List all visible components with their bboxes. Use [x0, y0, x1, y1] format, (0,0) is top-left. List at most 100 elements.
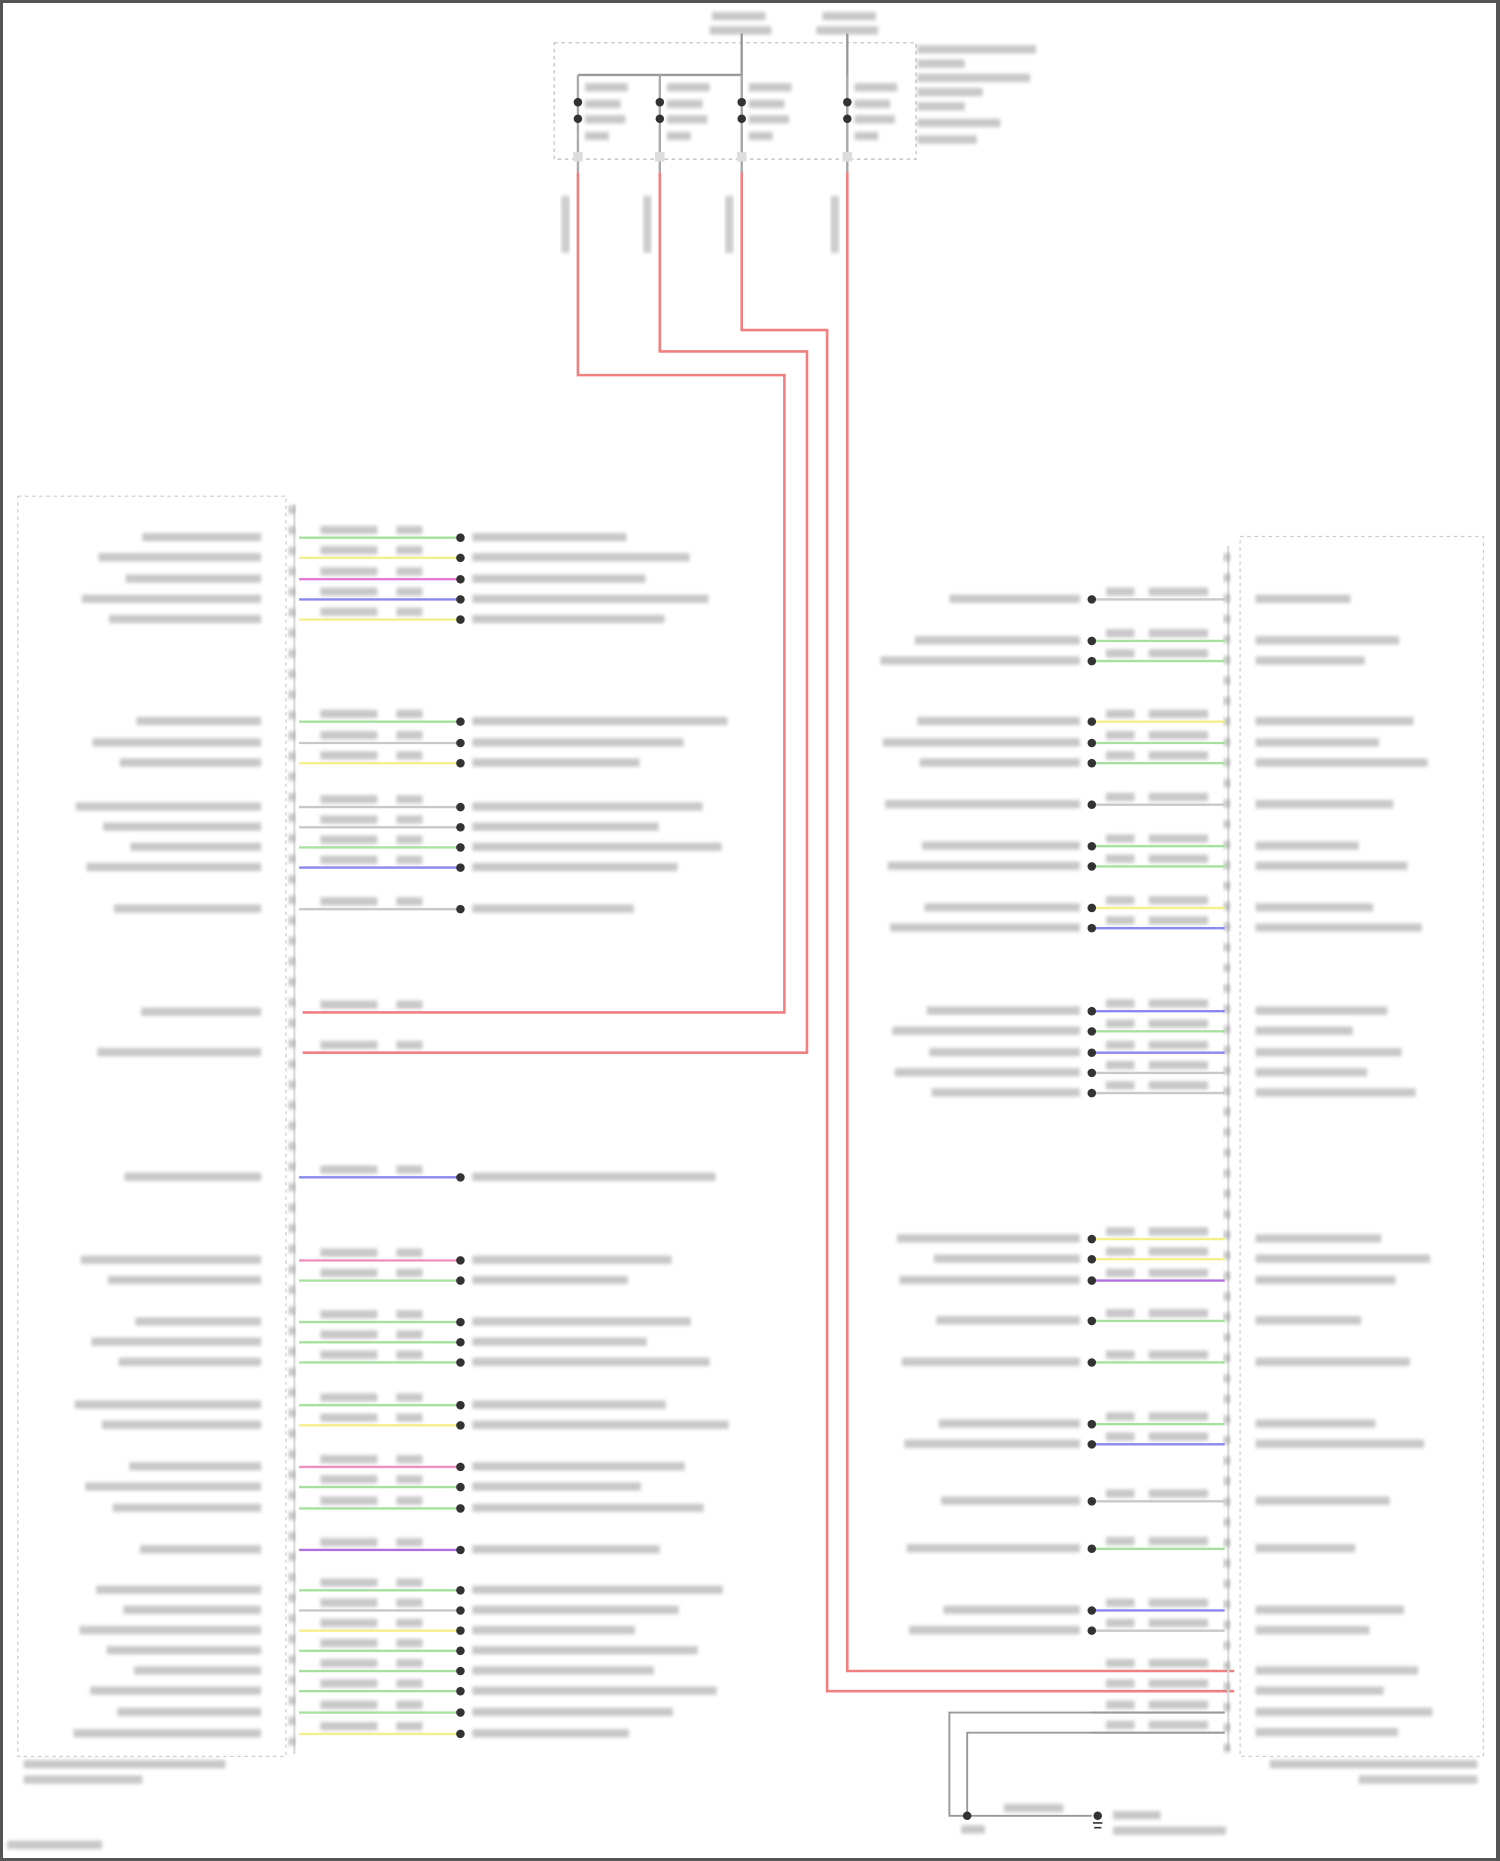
- splice-dot-icon: [456, 843, 465, 852]
- pin-number: [1223, 1497, 1231, 1506]
- right-pin-label: [1255, 1439, 1425, 1448]
- pin-number: [288, 1573, 296, 1582]
- splice-dot-icon: [456, 615, 465, 624]
- left-pin-label: [129, 1462, 262, 1471]
- left-pin-label: [113, 904, 262, 913]
- power-wire-4: [846, 172, 1235, 1673]
- right-pin-label: [1255, 841, 1359, 850]
- pin-number: [288, 1737, 296, 1746]
- wire-code: [1148, 999, 1209, 1008]
- pin-number: [1223, 1394, 1231, 1404]
- pin-number: [1223, 655, 1231, 665]
- fuse-label: [816, 26, 879, 35]
- destination-label: [472, 1646, 698, 1655]
- splice-dot-icon: [456, 1421, 465, 1430]
- circuit-number: [396, 1350, 423, 1359]
- pin-number: [1223, 1743, 1231, 1753]
- pin-number: [1223, 1045, 1231, 1055]
- right-pin-label: [1255, 1357, 1410, 1367]
- splice-dot-icon: [456, 1400, 465, 1410]
- source-label: [929, 1047, 1080, 1057]
- pin-number: [1223, 1107, 1231, 1116]
- destination-label: [472, 1317, 691, 1326]
- splice-dot-icon: [1087, 1048, 1097, 1058]
- splice-dot-icon: [1087, 1006, 1097, 1016]
- splice-dot-icon: [456, 553, 465, 563]
- pin-number: [288, 813, 296, 822]
- wire-code: [320, 1350, 378, 1359]
- circuit-number: [1106, 1019, 1135, 1028]
- pin: [736, 152, 747, 162]
- pin-number: [288, 1265, 296, 1274]
- pin-number: [1223, 1271, 1231, 1280]
- circuit-number: [396, 546, 423, 555]
- circuit-number: [396, 1475, 423, 1484]
- splice-dot-icon: [655, 97, 665, 107]
- fuse-name: [585, 99, 621, 109]
- wire-code: [1148, 1350, 1209, 1359]
- wire-label-vertical: [643, 195, 652, 253]
- pin-number: [1223, 1600, 1231, 1609]
- pin-number: [1223, 614, 1231, 624]
- left-pin-label: [125, 574, 262, 583]
- circuit-number: [396, 1618, 423, 1628]
- pin-number: [1223, 778, 1231, 788]
- ground-wire-1: [948, 1711, 1225, 1817]
- wire-code: [320, 1722, 378, 1731]
- left-pin-label: [79, 1625, 262, 1635]
- circuit-number: [396, 855, 423, 865]
- wire-code: [320, 546, 378, 555]
- wire-label-vertical: [561, 195, 570, 253]
- ground-icon: [1092, 1822, 1103, 1829]
- wire-code: [320, 1040, 378, 1050]
- destination-label: [472, 532, 627, 542]
- fuse-name: [854, 131, 879, 141]
- source-label: [924, 903, 1080, 912]
- splice-dot-icon: [456, 1276, 465, 1285]
- right-pin-label: [1255, 594, 1351, 603]
- right-pin-label: [1255, 758, 1428, 767]
- right-pin-label: [1255, 1686, 1384, 1695]
- wire-code: [1148, 1040, 1209, 1050]
- pin-number: [288, 1039, 296, 1048]
- circuit-number: [1106, 1659, 1135, 1668]
- pin-number: [288, 1614, 296, 1623]
- splice-dot-icon: [1087, 923, 1097, 933]
- circuit-number: [396, 1598, 423, 1607]
- destination-label: [472, 1462, 685, 1471]
- circuit-number: [1106, 649, 1135, 658]
- pin-number: [1223, 1456, 1231, 1465]
- pin-number: [1223, 696, 1231, 706]
- destination-label: [472, 1729, 629, 1738]
- splice-dot-icon: [1087, 1497, 1097, 1506]
- pin-number: [1223, 1641, 1231, 1650]
- circuit-number: [1106, 1720, 1135, 1730]
- pin-number: [288, 1244, 296, 1254]
- destination-label: [472, 1686, 717, 1695]
- wire-code: [1148, 1536, 1209, 1546]
- wire-code: [1148, 709, 1209, 719]
- pin-number: [1223, 820, 1231, 829]
- ground-label: [1113, 1826, 1226, 1835]
- pin-number: [1223, 861, 1231, 870]
- circuit-number: [1106, 1061, 1135, 1070]
- circuit-number: [1106, 1536, 1135, 1546]
- splice-dot-icon: [1087, 1440, 1097, 1449]
- destination-label: [472, 904, 634, 913]
- circuit-number: [1106, 1412, 1135, 1421]
- circuit-number: [396, 731, 423, 740]
- right-pin-label: [1255, 636, 1400, 645]
- pin-number: [288, 916, 296, 925]
- pin-number: [288, 834, 296, 843]
- circuit-number: [396, 1496, 423, 1505]
- wire-code: [320, 855, 378, 865]
- wire-code: [1148, 1019, 1209, 1028]
- pin-number: [288, 567, 296, 576]
- pin-number: [1223, 1169, 1231, 1178]
- right-pin-label: [1255, 1625, 1370, 1635]
- wire-code: [1148, 854, 1209, 863]
- left-pin-label: [106, 1646, 262, 1655]
- wire-code: [1148, 731, 1209, 740]
- fuse-label: [712, 11, 766, 21]
- splice-dot-icon: [1087, 1276, 1097, 1285]
